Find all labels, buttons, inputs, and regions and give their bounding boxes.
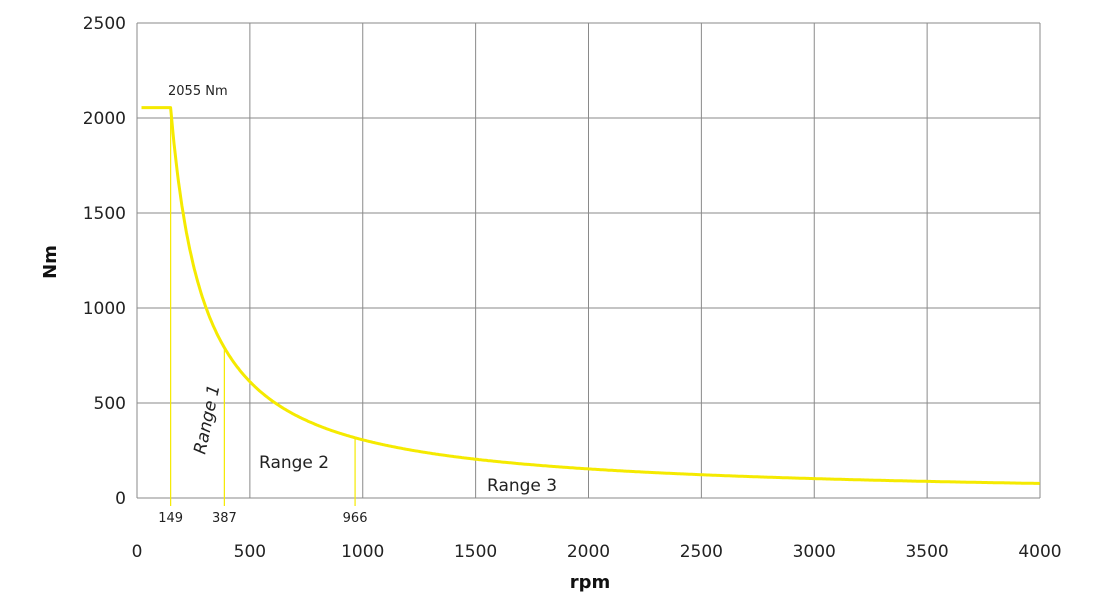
marker-label-387: 387: [212, 511, 237, 526]
x-tick-label-2500: 2500: [680, 542, 723, 562]
rpm-markers: 149 387 966: [158, 107, 368, 526]
x-tick-label-3000: 3000: [793, 542, 836, 562]
grid: [136, 22, 1041, 499]
y-axis-title: Nm: [40, 245, 61, 279]
peak-annotation: 2055 Nm: [168, 84, 228, 99]
x-tick-label-500: 500: [234, 542, 266, 562]
range-2-label: Range 2: [259, 453, 329, 473]
y-tick-label-2500: 2500: [83, 14, 126, 34]
x-tick-label-1000: 1000: [341, 542, 384, 562]
y-tick-label-500: 500: [94, 394, 126, 414]
y-tick-label-0: 0: [115, 489, 126, 509]
marker-label-966: 966: [343, 511, 368, 526]
y-tick-label-2000: 2000: [83, 109, 126, 129]
range-1-label: Range 1: [190, 383, 224, 456]
x-tick-label-3500: 3500: [905, 542, 948, 562]
x-tick-label-1500: 1500: [454, 542, 497, 562]
series-group: [141, 106, 1041, 485]
range-3-label: Range 3: [487, 476, 557, 496]
y-tick-label-1000: 1000: [83, 299, 126, 319]
x-tick-label-2000: 2000: [567, 542, 610, 562]
torque-curve-line: [141, 106, 1041, 485]
marker-label-149: 149: [158, 511, 183, 526]
x-tick-label-0: 0: [132, 542, 143, 562]
x-tick-label-4000: 4000: [1018, 542, 1061, 562]
y-tick-label-1500: 1500: [83, 204, 126, 224]
tick-labels: 0 500 1000 1500 2000 2500 3000 3500 4000 0 500 1000…: [83, 14, 1062, 562]
x-axis-title: rpm: [570, 572, 611, 593]
